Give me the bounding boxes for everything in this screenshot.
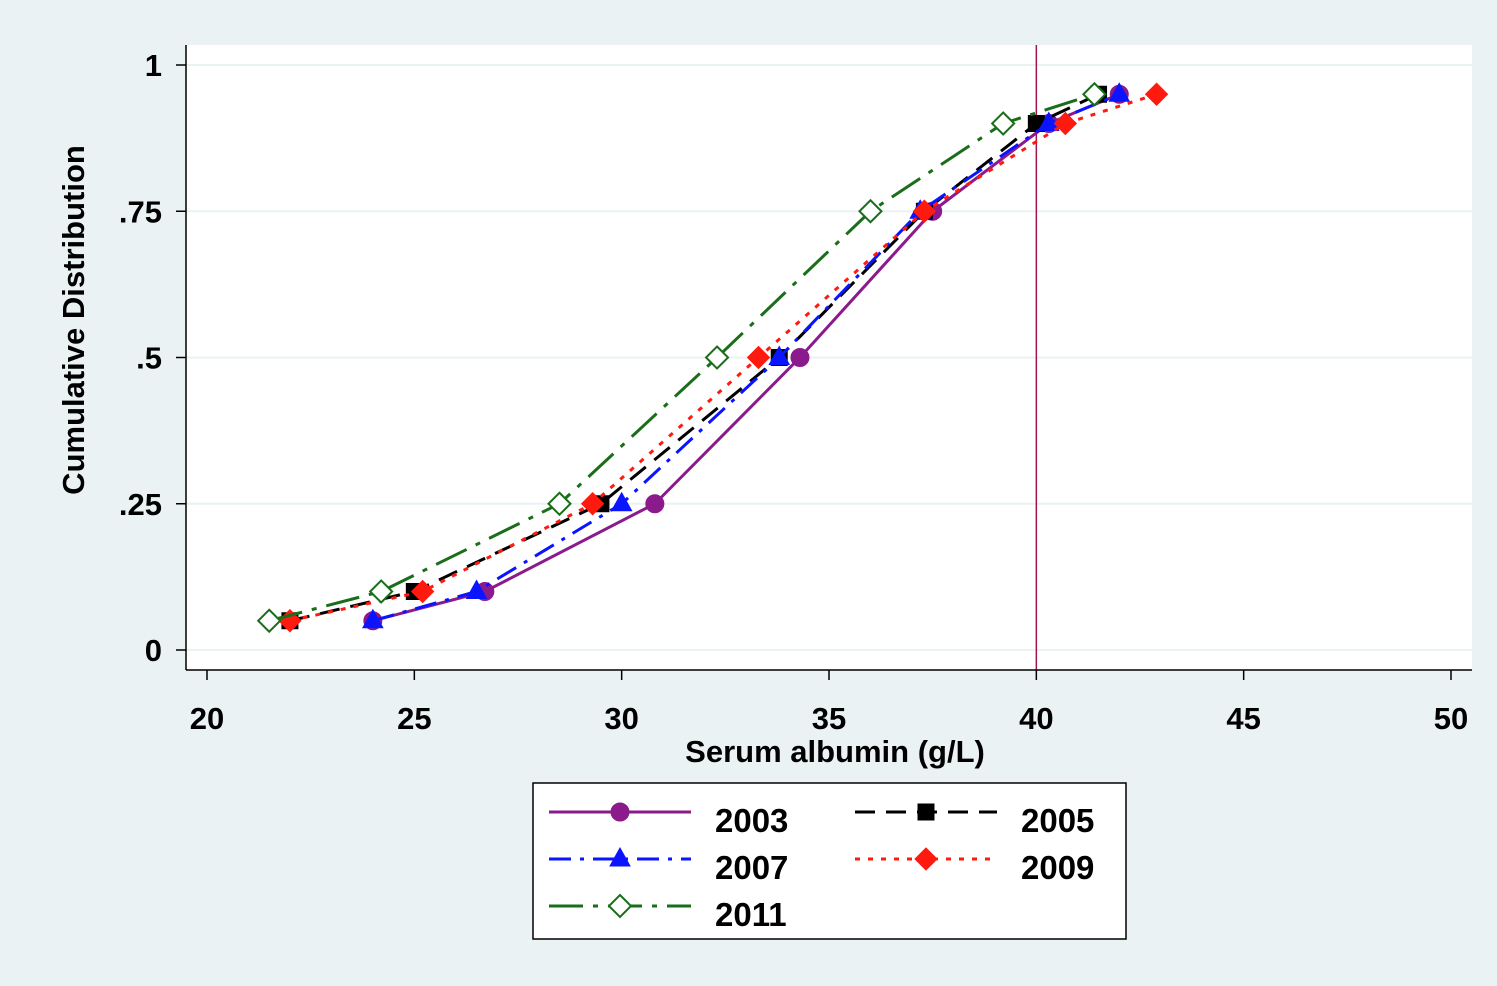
data-point-2007: [610, 491, 633, 512]
legend-marker-2009: [914, 847, 938, 871]
y-axis-title: Cumulative Distribution: [56, 145, 91, 495]
data-point-2011: [1081, 81, 1107, 107]
y-tick-label: .25: [119, 487, 162, 522]
legend-item-2009: 2009: [855, 847, 1094, 886]
legend-marker-2005: [917, 803, 935, 821]
gridlines: [186, 64, 1472, 651]
x-tick-label: 20: [190, 701, 224, 736]
data-point-2011: [704, 345, 730, 370]
data-point-2011: [547, 491, 572, 517]
legend-marker-2003: [610, 802, 630, 822]
data-point-2009: [580, 492, 605, 516]
data-point-2009: [1053, 111, 1078, 136]
data-point-2007: [768, 345, 791, 365]
series-2011: [256, 81, 1107, 634]
data-point-2009: [410, 579, 435, 604]
data-point-2009: [746, 345, 771, 370]
data-point-2003: [790, 348, 810, 367]
data-point-2007: [362, 608, 384, 629]
data-point-2007: [465, 579, 488, 599]
data-point-2011: [858, 198, 883, 224]
data-point-2009: [912, 199, 937, 223]
x-axis-title: Serum albumin (g/L): [685, 734, 985, 769]
legend-item-2003: 2003: [549, 802, 788, 839]
x-tick-label: 45: [1226, 701, 1260, 736]
data-point-2007: [1037, 111, 1060, 131]
legend-label-2003: 2003: [715, 802, 788, 839]
legend-marker-2011: [607, 893, 633, 919]
data-point-2011: [368, 579, 394, 604]
legend-label-2005: 2005: [1021, 802, 1094, 839]
data-point-2007: [1108, 82, 1131, 102]
data-point-2011: [256, 608, 282, 634]
legend-marker-2007: [609, 846, 631, 867]
legend: 2003 2005 2007 2009 2011: [532, 782, 1127, 940]
legend-label-2011: 2011: [715, 896, 787, 933]
data-point-2011: [990, 111, 1016, 136]
x-tick-label: 40: [1019, 701, 1053, 736]
legend-item-2005: 2005: [855, 802, 1094, 839]
series-group: [256, 81, 1169, 634]
legend-box: [532, 782, 1127, 940]
y-tick-label: .75: [119, 194, 162, 229]
data-point-2009: [1144, 82, 1169, 106]
x-tick-label: 30: [604, 701, 638, 736]
legend-label-2009: 2009: [1021, 849, 1094, 886]
legend-label-2007: 2007: [715, 849, 788, 886]
x-tick-label: 35: [812, 701, 846, 736]
x-tick-label: 25: [397, 701, 431, 736]
y-tick-label: 0: [145, 633, 162, 668]
legend-item-2011: 2011: [549, 893, 787, 933]
x-tick-label: 50: [1434, 701, 1468, 736]
axes: 0 .25 .5 .75 1 20 25 30 35 40 45 50: [119, 45, 1472, 736]
y-tick-label: .5: [136, 341, 162, 376]
data-point-2003: [645, 494, 665, 514]
y-tick-label: 1: [145, 48, 162, 83]
legend-item-2007: 2007: [549, 846, 788, 886]
